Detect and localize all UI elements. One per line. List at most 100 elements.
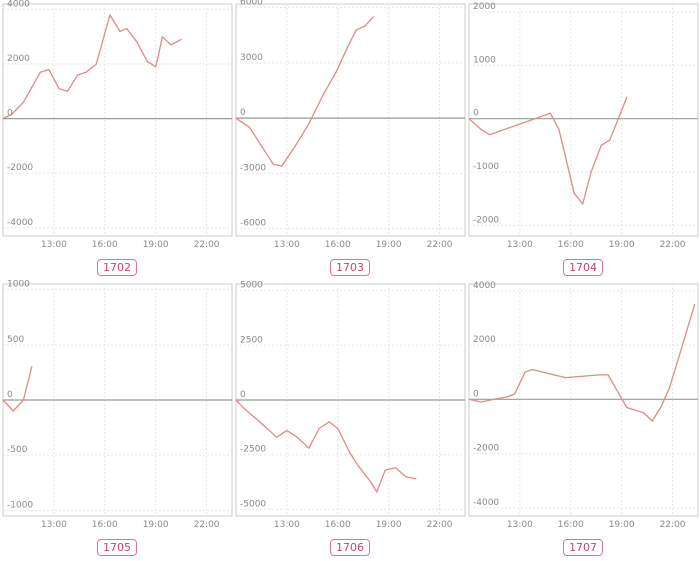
data-point [337,427,339,430]
y-tick-label: 2000 [473,335,496,345]
data-point [161,36,164,38]
x-tick-label: 22:00 [194,520,220,530]
data-point [347,45,349,47]
x-tick-label: 13:00 [507,520,533,530]
chart-label-chip[interactable]: 1704 [563,259,603,276]
y-tick-label: -4000 [7,218,33,228]
data-point [66,90,69,92]
x-tick-label: 13:00 [41,240,67,250]
x-tick-label: 16:00 [92,240,118,250]
y-tick-label: 0 [473,109,479,119]
chart-panel-1702: 4000 2000 0 -2000 -4000 13:00 16:00 19:00 22:00 1… [0,0,233,280]
chart-svg: 6000 3000 0 -3000 -6000 13:00 16:00 19:00 22:00 [235,0,466,250]
y-tick-label: 0 [473,389,479,399]
y-tick-label: -5000 [240,499,266,509]
data-point [294,145,296,147]
chart-svg: 4000 2000 0 -2000 -4000 13:00 16:00 19:00 22:00 [2,0,233,250]
chart-label-chip[interactable]: 1707 [563,539,603,556]
chart-label-chip[interactable]: 1702 [97,259,137,276]
data-point [248,126,251,128]
plot-frame [468,3,699,237]
data-point [514,393,516,395]
chart-svg: 4000 2000 0 -2000 -4000 13:00 16:00 19:00 22:00 [468,281,699,530]
data-point [480,401,482,403]
data-point [626,96,628,98]
data-point [468,118,470,120]
x-tick-label: 13:00 [274,240,300,250]
y-tick-label: 1000 [473,55,496,65]
y-tick-label: 6000 [240,0,263,8]
chart-label-chip[interactable]: 1703 [330,259,370,276]
y-tick-label: -2000 [473,215,499,225]
data-point [507,396,509,398]
plot-frame [2,3,233,237]
data-point [607,374,609,376]
data-point [357,465,359,467]
y-tick-label: 0 [7,109,13,119]
data-point [590,171,592,173]
chart-label-chip[interactable]: 1706 [330,539,370,556]
data-point [582,203,584,205]
x-tick-label: 13:00 [274,520,300,530]
x-tick-label: 22:00 [660,520,686,530]
x-tick-label: 19:00 [376,240,402,250]
data-point [349,451,351,454]
data-point [136,41,138,43]
chart-svg: 2000 1000 0 -1000 -2000 13:00 16:00 19:00 22:00 [468,2,699,250]
data-point [2,118,4,120]
data-point [600,144,602,146]
series-line [468,97,628,205]
data-point [405,476,407,478]
data-point [243,408,246,410]
x-tick-label: 22:00 [660,240,686,250]
data-point [668,387,670,390]
data-point [259,421,261,423]
y-tick-label: -1000 [7,500,33,510]
series-line [2,366,33,412]
plot-frame [468,283,699,517]
y-tick-label: 1000 [7,280,30,290]
data-point [694,303,696,305]
x-tick-label: 19:00 [609,520,635,530]
y-tick-label: 5000 [240,281,263,291]
chart-panel-1707: 4000 2000 0 -2000 -4000 13:00 16:00 19:00 22:00 1… [466,280,699,560]
data-point [415,478,417,480]
data-point [272,163,274,165]
data-point [599,374,601,376]
x-tick-label: 16:00 [558,520,584,530]
y-tick-label: -6000 [240,219,266,229]
data-point [369,480,371,482]
y-tick-label: -500 [7,445,28,455]
chart-label-chip[interactable]: 1705 [97,539,137,556]
data-point [488,134,490,136]
data-point [308,123,310,125]
y-tick-label: 0 [240,390,246,400]
data-point [335,71,337,73]
y-tick-label: -2000 [473,444,499,454]
data-point [549,112,552,114]
data-point [10,113,13,116]
data-point [126,27,128,30]
data-point [180,38,182,41]
data-point [281,165,283,167]
data-point [372,16,374,18]
y-tick-label: 4000 [7,0,30,9]
series-line [235,399,416,493]
y-tick-label: -4000 [473,498,499,508]
y-tick-label: 500 [7,335,24,345]
data-point [384,469,386,471]
y-tick-label: 0 [240,108,246,118]
chart-panel-1705: 1000 500 0 -500 -1000 13:00 16:00 19:00 22:00 170… [0,280,233,560]
y-tick-label: 2000 [7,54,30,64]
chart-panel-1704: 2000 1000 0 -1000 -2000 13:00 16:00 19:00 22:00 1… [466,0,699,280]
data-point [235,117,237,119]
x-tick-label: 22:00 [194,240,220,250]
data-point [48,68,50,71]
data-point [308,447,310,449]
data-point [318,427,320,430]
data-point [260,145,263,147]
data-point [376,491,378,493]
chart-svg: 5000 2500 0 -2500 -5000 13:00 16:00 19:00 22:00 [235,281,466,530]
data-point [677,360,679,362]
x-tick-label: 16:00 [558,240,584,250]
